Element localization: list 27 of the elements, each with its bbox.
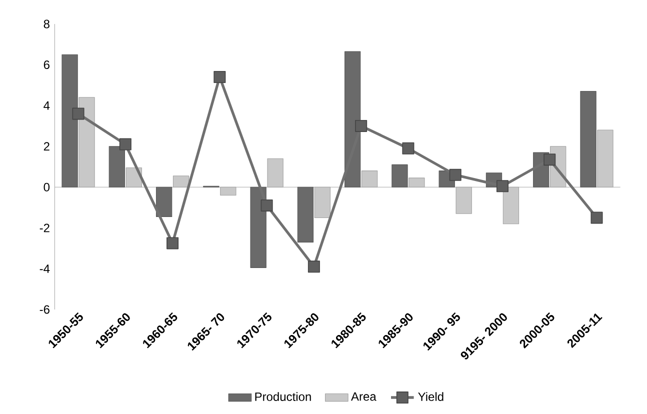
point [355, 120, 368, 132]
legend-label: Area [351, 392, 376, 402]
point [590, 212, 603, 224]
y-tick-label: -2 [40, 224, 50, 232]
y-tick-label: 0 [44, 183, 50, 192]
bar [156, 187, 172, 218]
legend-label: Yield [418, 392, 444, 402]
point [496, 180, 508, 192]
point [119, 138, 132, 151]
y-tick-label: -6 [40, 305, 50, 314]
point [402, 142, 414, 155]
y-tick-label: -4 [40, 264, 50, 274]
y-tick-label: 4 [44, 102, 50, 110]
legend-label: Production [255, 392, 311, 402]
point [544, 154, 556, 166]
bar [580, 91, 596, 188]
y-tick-label: 8 [44, 20, 50, 28]
bar [297, 187, 314, 243]
point [214, 71, 226, 84]
y-tick-label: 6 [44, 60, 50, 70]
y-tick-label: 2 [44, 142, 50, 151]
point [308, 260, 320, 273]
point [260, 200, 273, 212]
point [449, 169, 462, 182]
point [166, 237, 179, 250]
bar [392, 164, 408, 188]
point [72, 108, 84, 120]
